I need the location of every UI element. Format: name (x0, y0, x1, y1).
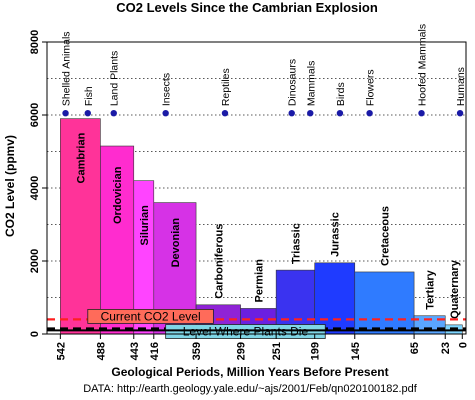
y-axis-label: CO2 Level (ppmv) (3, 135, 17, 237)
event-label-4: Reptiles (220, 68, 232, 106)
bar-cretaceous (354, 271, 415, 335)
period-label-carboniferous: Carboniferous (213, 224, 225, 299)
event-marker-7 (336, 109, 344, 117)
x-axis-label: Geological Periods, Million Years Before… (111, 365, 388, 379)
events-layer: Shelled Animals Fish Land Plants Insects Rep… (61, 24, 467, 117)
event-marker-2 (110, 109, 117, 117)
bars-layer: Cambrian Ordovician Silurian Devonian Carbon… (60, 118, 463, 335)
event-marker-1 (84, 109, 91, 117)
event-label-5: Dinosaurs (287, 59, 299, 106)
event-label-0: Shelled Animals (61, 31, 73, 106)
event-label-6: Mammals (305, 61, 317, 107)
y-tick-label-4: 8000 (29, 30, 41, 54)
y-tick-label-2: 4000 (29, 176, 41, 200)
x-tick-label-4: 359 (191, 342, 203, 360)
reference-label-box-1 (165, 324, 326, 339)
y-tick-label-3: 6000 (29, 103, 41, 127)
y-tick-label-0: 0 (29, 331, 41, 337)
period-label-cretaceous: Cretaceous (379, 206, 391, 266)
event-marker-3 (162, 109, 169, 117)
y-tick-label-1: 2000 (29, 249, 41, 273)
axes-layer: 0 2000 4000 6000 8000 542 488 443 416 359 299 251 19… (29, 30, 469, 361)
period-label-devonian: Devonian (170, 218, 182, 268)
x-tick-label-2: 443 (129, 342, 141, 360)
event-marker-9 (418, 109, 425, 117)
bar-cambrian (60, 118, 101, 335)
event-label-10: Humans (455, 67, 467, 106)
event-marker-10 (456, 109, 464, 117)
event-label-8: Flowers (365, 69, 377, 106)
period-label-quaternary: Quaternary (449, 259, 461, 319)
x-tick-label-8: 145 (350, 342, 362, 360)
event-label-2: Land Plants (109, 51, 121, 106)
event-marker-5 (288, 109, 295, 117)
event-marker-0 (62, 109, 69, 117)
x-tick-label-11: 0 (457, 342, 469, 348)
x-tick-label-9: 65 (409, 342, 421, 354)
x-tick-label-7: 199 (310, 342, 322, 360)
bar-jurassic (314, 262, 356, 335)
period-label-triassic: Triassic (290, 223, 302, 264)
chart-title: CO2 Levels Since the Cambrian Explosion (116, 0, 378, 15)
period-label-ordovician: Ordovician (112, 166, 124, 224)
grid-layer (47, 78, 466, 298)
x-tick-label-1: 488 (95, 342, 107, 360)
x-tick-label-6: 251 (271, 342, 283, 360)
period-label-permian: Permian (253, 259, 265, 303)
event-label-7: Birds (335, 82, 347, 106)
reference-label-box-0 (87, 308, 214, 324)
event-marker-6 (307, 109, 314, 117)
x-tick-label-0: 542 (55, 342, 67, 360)
event-marker-8 (366, 109, 373, 117)
reference-lines-layer: Current CO2 Level Level Where Plants Die (47, 308, 466, 339)
source-note: DATA: http://earth.geology.yale.edu/~ajs… (83, 383, 418, 395)
period-label-tertiary: Tertiary (425, 269, 437, 309)
event-label-1: Fish (83, 86, 95, 106)
event-label-3: Insects (161, 73, 173, 106)
period-label-silurian: Silurian (139, 205, 151, 246)
x-tick-label-5: 299 (236, 342, 248, 360)
reference-label-0: Current CO2 Level (101, 309, 201, 323)
reference-label-1: Level Where Plants Die (183, 325, 309, 339)
x-tick-label-3: 416 (149, 342, 161, 360)
period-label-jurassic: Jurassic (330, 212, 342, 257)
period-label-cambrian: Cambrian (75, 132, 87, 183)
event-marker-4 (221, 109, 229, 117)
x-tick-label-10: 23 (440, 342, 452, 354)
event-label-9: Hoofed Mammals (417, 24, 429, 106)
